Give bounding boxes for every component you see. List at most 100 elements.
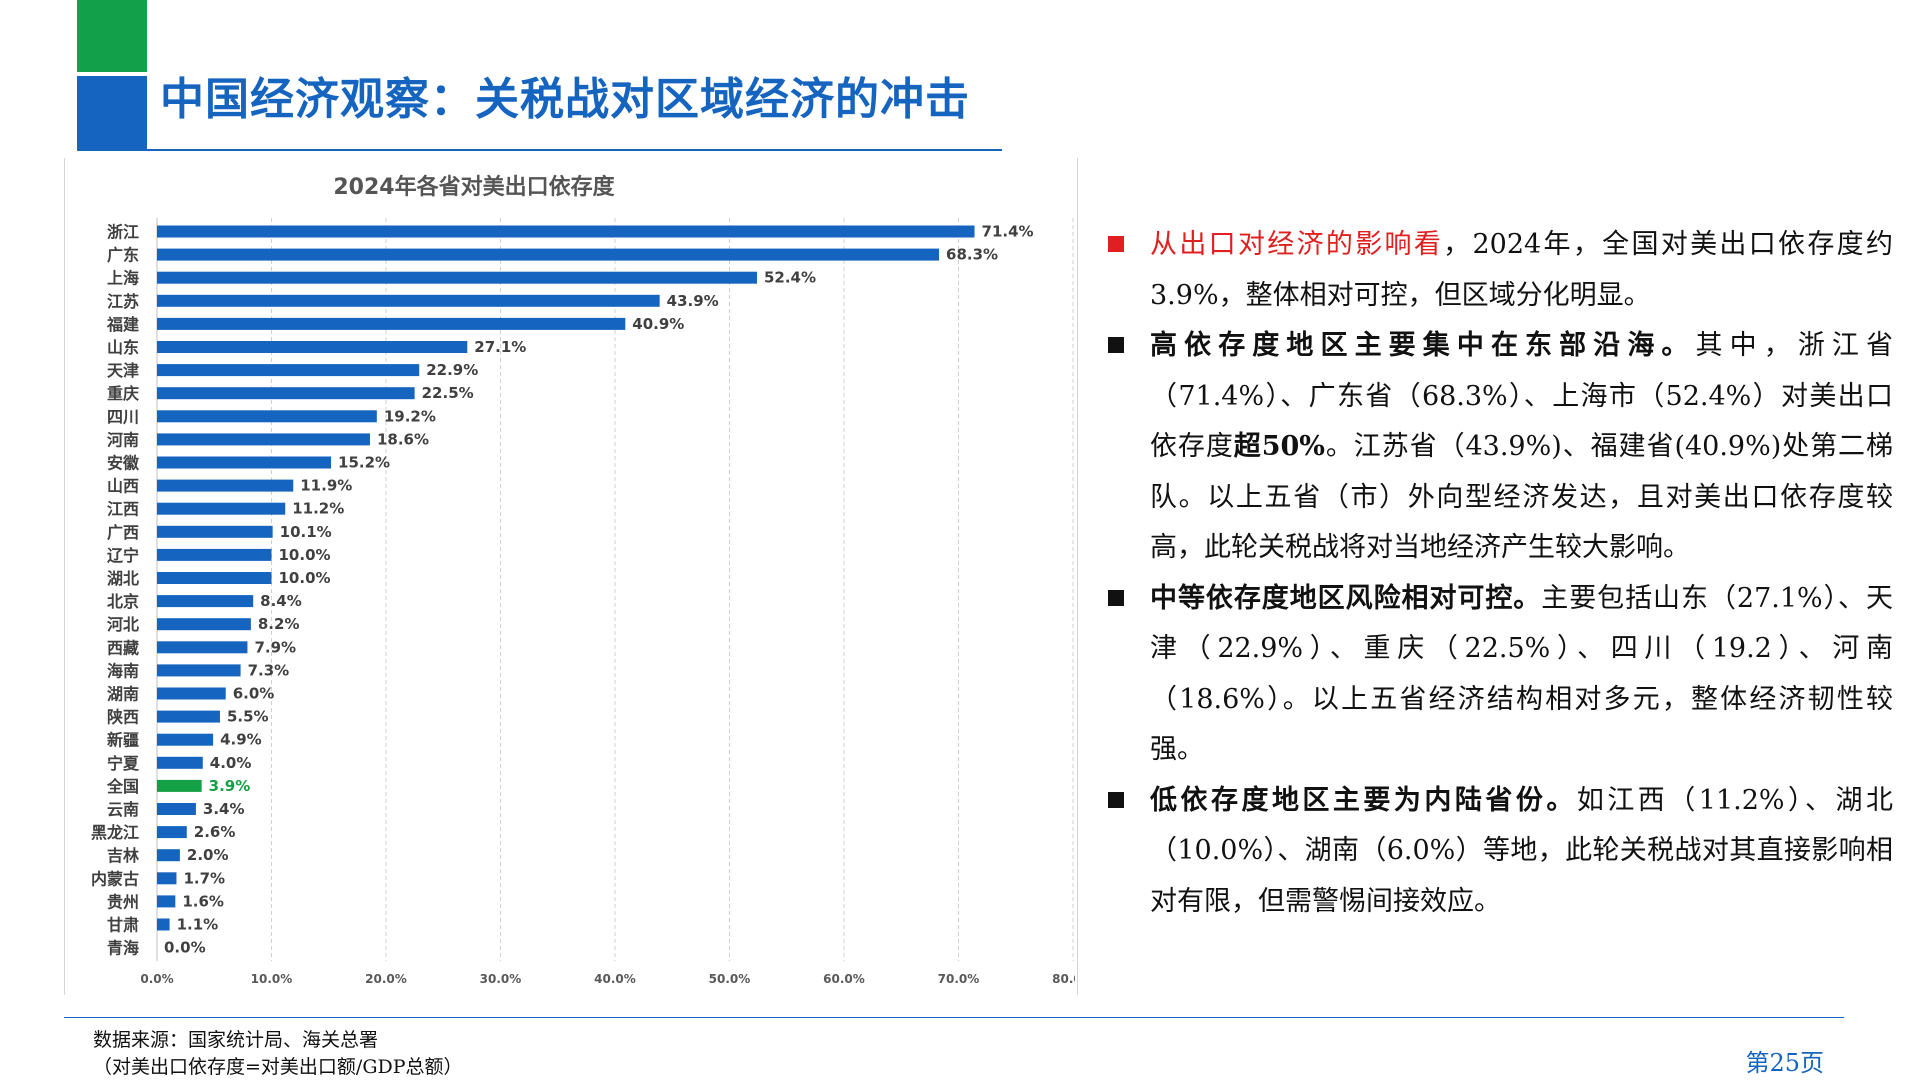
category-label: 江苏	[107, 292, 139, 311]
category-label: 陕西	[107, 708, 139, 727]
square-bullet-icon	[1108, 589, 1124, 606]
source-line-2: （对美出口依存度=对美出口额/GDP总额）	[93, 1056, 463, 1078]
value-label: 22.5%	[422, 384, 474, 402]
bar	[157, 502, 286, 515]
x-tick-label: 10.0%	[251, 972, 293, 986]
category-label: 青海	[107, 939, 139, 958]
category-label: 全国	[106, 777, 139, 796]
red-square-bullet-icon	[1108, 236, 1124, 252]
bar	[157, 548, 272, 561]
value-label: 71.4%	[982, 223, 1034, 241]
chart-labels: 0.0% 10.0% 20.0% 30.0% 40.0% 50.0% 60.0% 70.0% 8…	[91, 223, 1075, 987]
bullet-medium-dependence: 中等依存度地区风险相对可控。主要包括山东（27.1%）、天津（22.9%）、重庆…	[1098, 574, 1893, 776]
value-label: 2.6%	[194, 823, 236, 841]
value-label: 1.7%	[183, 869, 225, 887]
bar	[157, 225, 975, 238]
value-label: 4.0%	[210, 754, 252, 772]
bar	[157, 710, 220, 723]
category-label: 贵州	[107, 892, 139, 911]
bar	[157, 271, 757, 284]
bar	[157, 918, 170, 931]
category-label: 山东	[107, 338, 139, 357]
bar	[157, 895, 176, 908]
value-label: 0.0%	[164, 939, 206, 957]
title-underline	[77, 149, 1002, 151]
bar	[157, 341, 468, 353]
bar	[157, 803, 196, 815]
x-tick-label: 0.0%	[140, 972, 173, 986]
bar	[157, 525, 273, 538]
value-label: 52.4%	[764, 269, 816, 287]
value-label: 22.9%	[426, 361, 478, 379]
bar	[157, 756, 203, 769]
x-tick-label: 30.0%	[480, 972, 522, 986]
category-label: 广西	[107, 523, 139, 542]
category-label: 四川	[107, 407, 139, 426]
category-label: 湖北	[107, 569, 139, 588]
x-tick-label: 40.0%	[594, 972, 636, 986]
bar	[157, 248, 940, 261]
category-label: 新疆	[107, 731, 139, 750]
bar	[157, 733, 214, 746]
value-label: 6.0%	[233, 685, 275, 703]
bullet-low-dependence: 低依存度地区主要为内陆省份。如江西（11.2%）、湖北（10.0%）、湖南（6.…	[1098, 776, 1893, 928]
value-label: 4.9%	[220, 731, 262, 749]
bullet-medium-lead: 中等依存度地区风险相对可控。	[1150, 582, 1542, 614]
category-label: 辽宁	[107, 546, 139, 565]
category-label: 内蒙古	[91, 869, 139, 888]
value-label: 27.1%	[474, 338, 526, 356]
category-label: 黑龙江	[91, 823, 139, 842]
value-label: 11.9%	[300, 477, 352, 495]
chart-panel: 2024年各省对美出口依存度 0.0% 10.0% 20.0% 30.0% 40.0% 5…	[64, 158, 1078, 995]
category-label: 安徽	[107, 454, 140, 473]
bar	[157, 387, 415, 400]
category-label: 吉林	[107, 846, 139, 865]
page-number: 第25页	[1745, 1049, 1824, 1077]
value-label: 43.9%	[667, 292, 719, 310]
chart-title: 2024年各省对美出口依存度	[333, 174, 615, 200]
bullet-overview-lead: 从出口对经济的影响看	[1150, 229, 1444, 260]
value-label: 3.4%	[203, 800, 245, 818]
page-title: 中国经济观察：关税战对区域经济的冲击	[160, 74, 970, 125]
value-label: 5.5%	[227, 708, 269, 726]
square-bullet-icon	[1108, 337, 1124, 353]
data-source-note: 数据来源：国家统计局、海关总署 （对美出口依存度=对美出口额/GDP总额）	[93, 1027, 463, 1081]
category-label: 北京	[107, 592, 139, 611]
bar	[157, 317, 626, 330]
x-tick-label: 70.0%	[938, 972, 980, 986]
value-label: 11.2%	[292, 500, 344, 518]
value-label: 1.1%	[177, 916, 219, 934]
square-bullet-icon	[1108, 791, 1124, 808]
category-label: 湖南	[107, 685, 139, 704]
bar	[157, 572, 272, 584]
category-label: 重庆	[107, 384, 139, 403]
value-label: 68.3%	[946, 246, 998, 264]
value-label: 7.9%	[254, 638, 296, 656]
category-label: 甘肃	[107, 916, 139, 935]
bar	[157, 687, 226, 700]
bullet-low-body: 如江西（11.2%）、湖北（10.0%）、湖南（6.0%）等地，此轮关税战对其直…	[1150, 784, 1893, 917]
x-tick-label: 20.0%	[365, 972, 407, 986]
category-label: 西藏	[107, 638, 139, 657]
category-label: 河北	[107, 615, 139, 634]
value-label: 10.0%	[279, 546, 331, 564]
category-label: 山西	[107, 477, 139, 496]
category-label: 河南	[107, 430, 139, 449]
bar	[157, 410, 377, 423]
bullet-high-body-bold: 超50%	[1233, 431, 1325, 462]
category-label: 宁夏	[107, 754, 140, 773]
x-tick-label: 60.0%	[823, 972, 865, 986]
bar	[157, 872, 177, 885]
chart-bars	[157, 225, 975, 931]
x-tick-label: 50.0%	[709, 972, 751, 986]
header-blue-block	[77, 76, 147, 150]
bar	[157, 664, 241, 677]
bullet-high-body-b: 。江苏省（43.9%)、福建省(40.9%)处第二梯队。以上五省（市）外向型经济…	[1150, 431, 1893, 563]
value-label: 18.6%	[377, 430, 429, 448]
category-label: 天津	[107, 361, 139, 380]
bar	[157, 294, 660, 307]
bar-chart: 2024年各省对美出口依存度 0.0% 10.0% 20.0% 30.0% 40.0% 5…	[91, 174, 1075, 987]
bullet-overview-body: ，2024年，全国对美出口依存度约3.9%，整体相对可控，但区域分化明显。	[1150, 229, 1893, 311]
category-label: 上海	[107, 269, 139, 288]
bar	[157, 849, 180, 862]
